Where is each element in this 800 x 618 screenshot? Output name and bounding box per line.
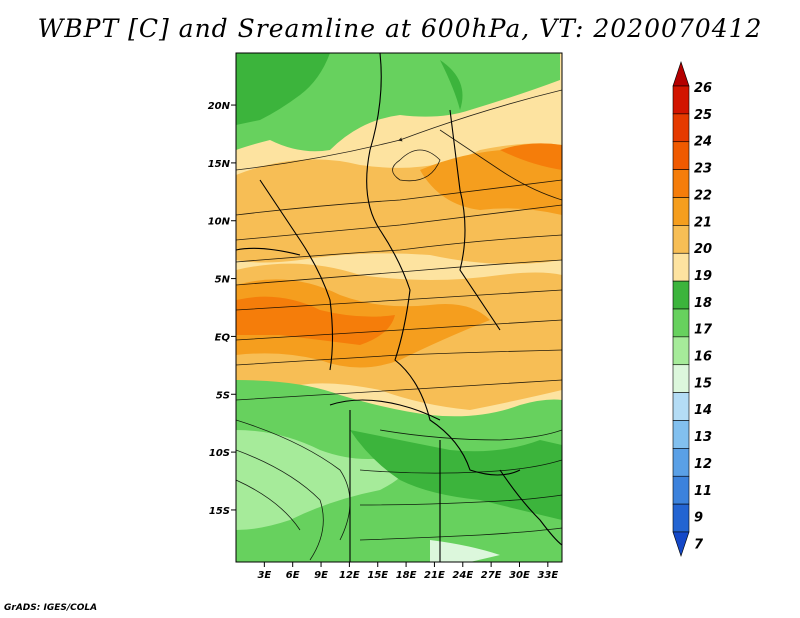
lat-tick-label: 10N <box>208 217 231 228</box>
lat-tick-label: 15N <box>208 159 231 170</box>
colorbar-label: 25 <box>694 108 712 123</box>
lon-tick-label: 3E <box>257 570 271 581</box>
colorbar-swatch <box>672 252 690 282</box>
colorbar-label: 26 <box>694 81 712 96</box>
colorbar-swatch <box>672 169 690 198</box>
lat-tick-label: 5S <box>216 390 230 401</box>
latitude-axis: 20N 15N 10N 5N EQ 5S 10S 15S <box>208 101 236 517</box>
colorbar-swatch <box>672 113 690 143</box>
lon-tick-label: 6E <box>286 570 300 581</box>
colorbar-swatch <box>672 308 690 338</box>
colorbar-label: 11 <box>694 484 712 499</box>
colorbar-label: 24 <box>694 135 712 150</box>
lat-tick-label: 5N <box>215 275 231 286</box>
colorbar-min-arrow <box>672 531 690 557</box>
colorbar-swatch <box>672 197 690 226</box>
lon-tick-label: 33E <box>537 570 558 581</box>
colorbar-label: 7 <box>694 537 704 552</box>
colorbar-label: 17 <box>694 323 713 338</box>
lat-tick-label: 20N <box>208 101 231 112</box>
lat-tick-label: EQ <box>215 332 231 343</box>
colorbar-label: 22 <box>694 188 712 203</box>
colorbar-label: 19 <box>694 269 712 284</box>
colorbar-label: 18 <box>694 296 712 311</box>
colorbar-label: 20 <box>694 242 712 257</box>
colorbar-label: 13 <box>694 430 712 445</box>
lon-tick-label: 18E <box>396 570 417 581</box>
colorbar-label: 23 <box>694 162 712 177</box>
colorbar-swatch <box>672 448 690 477</box>
lat-tick-label: 10S <box>209 448 230 459</box>
colorbar-swatch <box>672 420 690 449</box>
lon-tick-label: 21E <box>424 570 445 581</box>
colorbar-swatch <box>672 141 690 170</box>
colorbar-swatch <box>672 85 690 115</box>
colorbar-swatch <box>672 364 690 393</box>
colorbar-label: 14 <box>694 403 712 418</box>
longitude-axis: 3E 6E 9E 12E 15E 18E 21E 24E 27E 30E 33E <box>257 562 558 581</box>
grads-credit: GrADS: IGES/COLA <box>4 603 98 613</box>
colorbar-swatch <box>672 225 690 254</box>
colorbar-swatch <box>672 475 690 505</box>
colorbar-swatch <box>672 336 690 366</box>
colorbar-swatch <box>672 280 690 310</box>
lon-tick-label: 9E <box>314 570 328 581</box>
lon-tick-label: 24E <box>452 570 473 581</box>
lon-tick-label: 27E <box>481 570 502 581</box>
lon-tick-label: 15E <box>367 570 388 581</box>
map-field <box>236 53 562 562</box>
colorbar-label: 21 <box>694 215 712 230</box>
colorbar-label: 12 <box>694 457 712 472</box>
colorbar-label: 15 <box>694 376 712 391</box>
lon-tick-label: 12E <box>339 570 360 581</box>
lat-tick-label: 15S <box>209 506 230 517</box>
colorbar-label: 16 <box>694 350 712 365</box>
colorbar-legend: 26 25 24 23 22 21 20 19 18 17 16 15 14 13 12 11 9 7 <box>672 61 713 557</box>
colorbar-label: 9 <box>694 511 703 526</box>
colorbar-swatch <box>672 503 690 533</box>
lon-tick-label: 30E <box>509 570 530 581</box>
chart-title: WBPT [C] and Sreamline at 600hPa, VT: 20… <box>37 14 763 43</box>
colorbar-max-arrow <box>672 61 690 87</box>
colorbar-swatch <box>672 392 690 421</box>
